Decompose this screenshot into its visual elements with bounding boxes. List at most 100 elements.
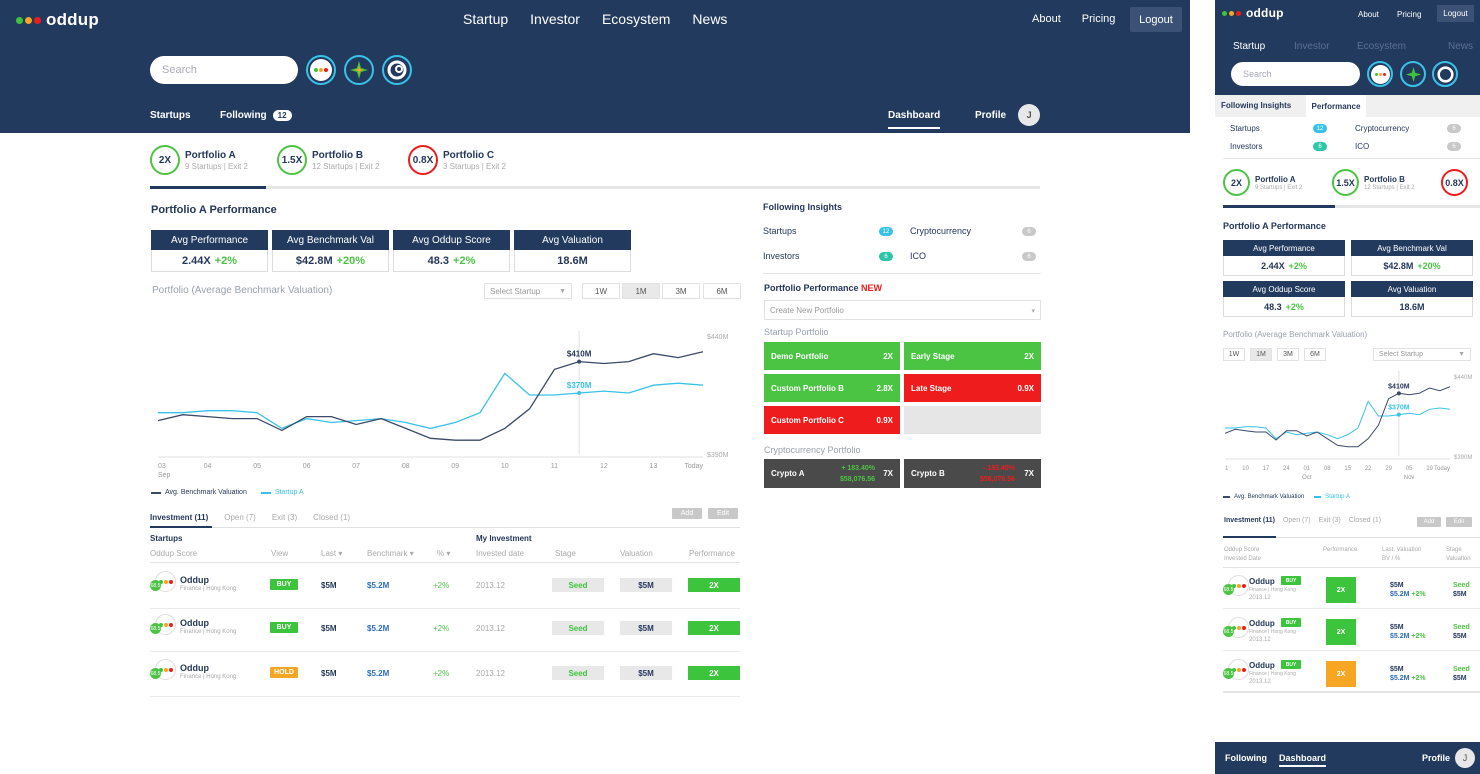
col-stage[interactable]: Stage	[1446, 547, 1462, 553]
col-invested-date[interactable]: Invested date	[476, 549, 525, 558]
col-last-valuation[interactable]: Last. Valuation	[1382, 547, 1422, 553]
portfolio-tile-custom-b[interactable]: Custom Portfolio B 2.8X	[764, 374, 900, 402]
avatar[interactable]: J	[1455, 748, 1475, 768]
nav-about[interactable]: About	[1032, 13, 1061, 25]
add-button[interactable]: Add	[672, 508, 702, 519]
col-invested-date[interactable]: Invested Date	[1224, 556, 1262, 562]
subnav-startups[interactable]: Startups	[150, 110, 191, 121]
portfolio-tile-empty[interactable]	[904, 406, 1041, 434]
search-input[interactable]	[1231, 62, 1360, 86]
nav-ecosystem[interactable]: Ecosystem	[601, 11, 671, 27]
col-performance[interactable]: Performance	[689, 549, 735, 558]
avatar[interactable]: J	[1018, 104, 1041, 126]
bottom-nav-profile[interactable]: Profile	[1422, 753, 1451, 763]
portfolio-tile-custom-c[interactable]: Custom Portfolio C 0.9X	[764, 406, 900, 434]
nav-about[interactable]: About	[1358, 10, 1379, 19]
crypto-tile-b[interactable]: Crypto B - 183.40% $58,076.56 7X	[904, 459, 1041, 488]
company-name[interactable]: Oddup	[180, 575, 209, 585]
company-name[interactable]: Oddup	[1249, 661, 1275, 670]
portfolio-tile-early-stage[interactable]: Early Stage 2X	[904, 342, 1041, 370]
tab-closed[interactable]: Closed (1)	[313, 513, 351, 522]
tab-closed[interactable]: Closed (1)	[1348, 517, 1382, 524]
logout-button[interactable]: Logout	[1437, 5, 1474, 22]
table-row[interactable]: 68.5 Oddup Finance | Hong Kong BUY $5M $…	[150, 606, 740, 652]
tab-news[interactable]: News	[1448, 41, 1474, 52]
search-input[interactable]	[150, 56, 298, 84]
range-1m-button[interactable]: 1M	[1250, 348, 1272, 361]
nav-pricing[interactable]: Pricing	[1397, 10, 1422, 19]
subnav-following[interactable]: Following 12	[220, 110, 292, 121]
tab-startup[interactable]: Startup	[1233, 41, 1266, 52]
nav-investor[interactable]: Investor	[530, 11, 580, 27]
tab-open[interactable]: Open (7)	[1282, 517, 1311, 524]
col-valuation[interactable]: Valuation	[620, 549, 653, 558]
range-1w-button[interactable]: 1W	[1223, 348, 1245, 361]
nav-pricing[interactable]: Pricing	[1081, 13, 1116, 25]
tab-investment[interactable]: Investment (11)	[150, 513, 209, 522]
table-row[interactable]: 68.5 Oddup Finance | Hong Kong BUY $5M $…	[150, 563, 740, 609]
tab-exit[interactable]: Exit (3)	[1318, 517, 1341, 524]
portfolio-tab-b[interactable]: 1.5X Portfolio B 12 Startups | Exit 2	[1332, 169, 1415, 196]
range-6m-button[interactable]: 6M	[703, 283, 741, 299]
oddup-logo[interactable]: oddup	[1222, 6, 1284, 20]
table-row[interactable]: 68.5 Oddup BUY Finance | Hong Kong 2013.…	[1223, 568, 1480, 609]
tab-ecosystem[interactable]: Ecosystem	[1357, 41, 1406, 52]
tab-open[interactable]: Open (7)	[224, 513, 256, 522]
insight-startups[interactable]: Startups	[1230, 124, 1260, 133]
bottom-nav-following[interactable]: Following	[1225, 753, 1267, 763]
cp-logo-icon[interactable]	[382, 55, 412, 85]
col-bv-percent[interactable]: BV / %	[1382, 556, 1401, 562]
oddup-logo[interactable]: oddup	[16, 10, 99, 30]
insight-investors[interactable]: Investors	[1230, 142, 1263, 151]
table-row[interactable]: 68.5 Oddup BUY Finance | Hong Kong 2013.…	[1223, 610, 1480, 651]
nav-news[interactable]: News	[692, 11, 728, 27]
edit-button[interactable]: Edit	[708, 508, 738, 519]
range-6m-button[interactable]: 6M	[1304, 348, 1326, 361]
nav-startup[interactable]: Startup	[463, 11, 509, 27]
compass-star-icon[interactable]	[344, 55, 374, 85]
tab-investment[interactable]: Investment (11)	[1224, 517, 1275, 524]
crypto-tile-a[interactable]: Crypto A + 183.40% $58,076.56 7X	[764, 459, 900, 488]
portfolio-tab-c[interactable]: 0.8X	[1441, 169, 1473, 196]
company-name[interactable]: Oddup	[1249, 619, 1275, 628]
range-3m-button[interactable]: 3M	[662, 283, 700, 299]
edit-button[interactable]: Edit	[1446, 517, 1472, 527]
company-name[interactable]: Oddup	[180, 663, 209, 673]
portfolio-tab-b[interactable]: 1.5X Portfolio B 12 Startups | Exit 2	[277, 145, 379, 175]
cp-logo-icon[interactable]	[1432, 61, 1458, 87]
col-view[interactable]: View	[271, 549, 289, 558]
table-row[interactable]: 68.5 Oddup Finance | Hong Kong HOLD $5M …	[150, 651, 740, 697]
insight-cryptocurrency[interactable]: Cryptocurrency	[910, 226, 972, 236]
insight-ico[interactable]: ICO	[1355, 142, 1370, 151]
range-1w-button[interactable]: 1W	[582, 283, 620, 299]
tab-investor[interactable]: Investor	[1294, 41, 1330, 52]
subnav-dashboard[interactable]: Dashboard	[888, 110, 941, 121]
oddup-circle-icon[interactable]	[1367, 61, 1393, 87]
subtab-following-insights[interactable]: Following Insights	[1221, 101, 1292, 110]
select-startup-dropdown[interactable]: Select Startup ▼	[1373, 348, 1471, 361]
portfolio-tile-late-stage[interactable]: Late Stage 0.9X	[904, 374, 1041, 402]
col-stage[interactable]: Stage	[555, 549, 576, 558]
create-portfolio-dropdown[interactable]: Create New Portfolio ▾	[764, 300, 1041, 320]
range-1m-button[interactable]: 1M	[622, 283, 660, 299]
select-startup-dropdown[interactable]: Select Startup ▼	[484, 283, 572, 299]
compass-star-icon[interactable]	[1400, 61, 1426, 87]
insight-ico[interactable]: ICO	[910, 251, 927, 261]
portfolio-tile-demo[interactable]: Demo Portfolio 2X	[764, 342, 900, 370]
insight-startups[interactable]: Startups	[763, 226, 797, 236]
table-row[interactable]: 68.5 Oddup BUY Finance | Hong Kong 2013.…	[1223, 652, 1480, 693]
oddup-circle-icon[interactable]	[306, 55, 336, 85]
col-oddup-score[interactable]: Oddup Score	[150, 549, 198, 558]
col-valuation[interactable]: Valuation	[1446, 556, 1471, 562]
insight-cryptocurrency[interactable]: Cryptocurrency	[1355, 124, 1410, 133]
col-last[interactable]: Last ▾	[321, 549, 343, 558]
company-name[interactable]: Oddup	[180, 618, 209, 628]
insight-investors[interactable]: Investors	[763, 251, 800, 261]
col-performance[interactable]: Performance	[1323, 547, 1358, 553]
col-percent[interactable]: % ▾	[437, 549, 451, 558]
subtab-performance[interactable]: Performance	[1306, 95, 1366, 117]
range-3m-button[interactable]: 3M	[1277, 348, 1299, 361]
